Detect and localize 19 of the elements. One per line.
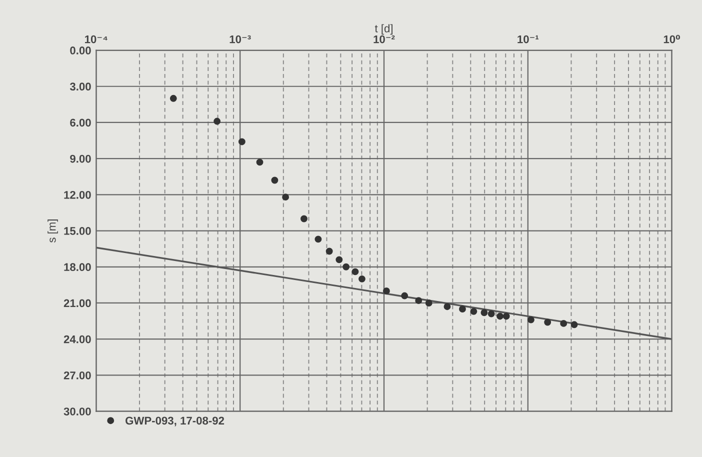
y-tick-label: 3.00 xyxy=(70,82,91,91)
y-tick-label: 15.00 xyxy=(64,227,91,235)
y-axis-title: s [m] xyxy=(48,220,58,243)
x-tick-label: 10⁻² xyxy=(374,35,395,44)
x-axis-title: t [d] xyxy=(374,24,392,35)
y-tick-label: 6.00 xyxy=(70,118,91,127)
y-tick-label: 21.00 xyxy=(64,299,91,308)
x-tick-label: 10⁻¹ xyxy=(518,35,539,44)
legend-label: GWP-093, 17-08-92 xyxy=(126,416,224,426)
x-tick-label: 10⁻⁴ xyxy=(85,35,108,44)
y-tick-label: 18.00 xyxy=(64,263,91,272)
y-tick-label: 30.00 xyxy=(64,408,91,416)
y-tick-label: 0.00 xyxy=(70,46,91,54)
y-tick-label: 24.00 xyxy=(64,335,91,344)
x-tick-label: 10⁰ xyxy=(664,34,680,44)
x-tick-label: 10⁻³ xyxy=(230,35,251,44)
y-tick-label: 27.00 xyxy=(64,371,91,380)
y-tick-label: 12.00 xyxy=(64,190,91,199)
y-tick-label: 9.00 xyxy=(70,154,91,163)
